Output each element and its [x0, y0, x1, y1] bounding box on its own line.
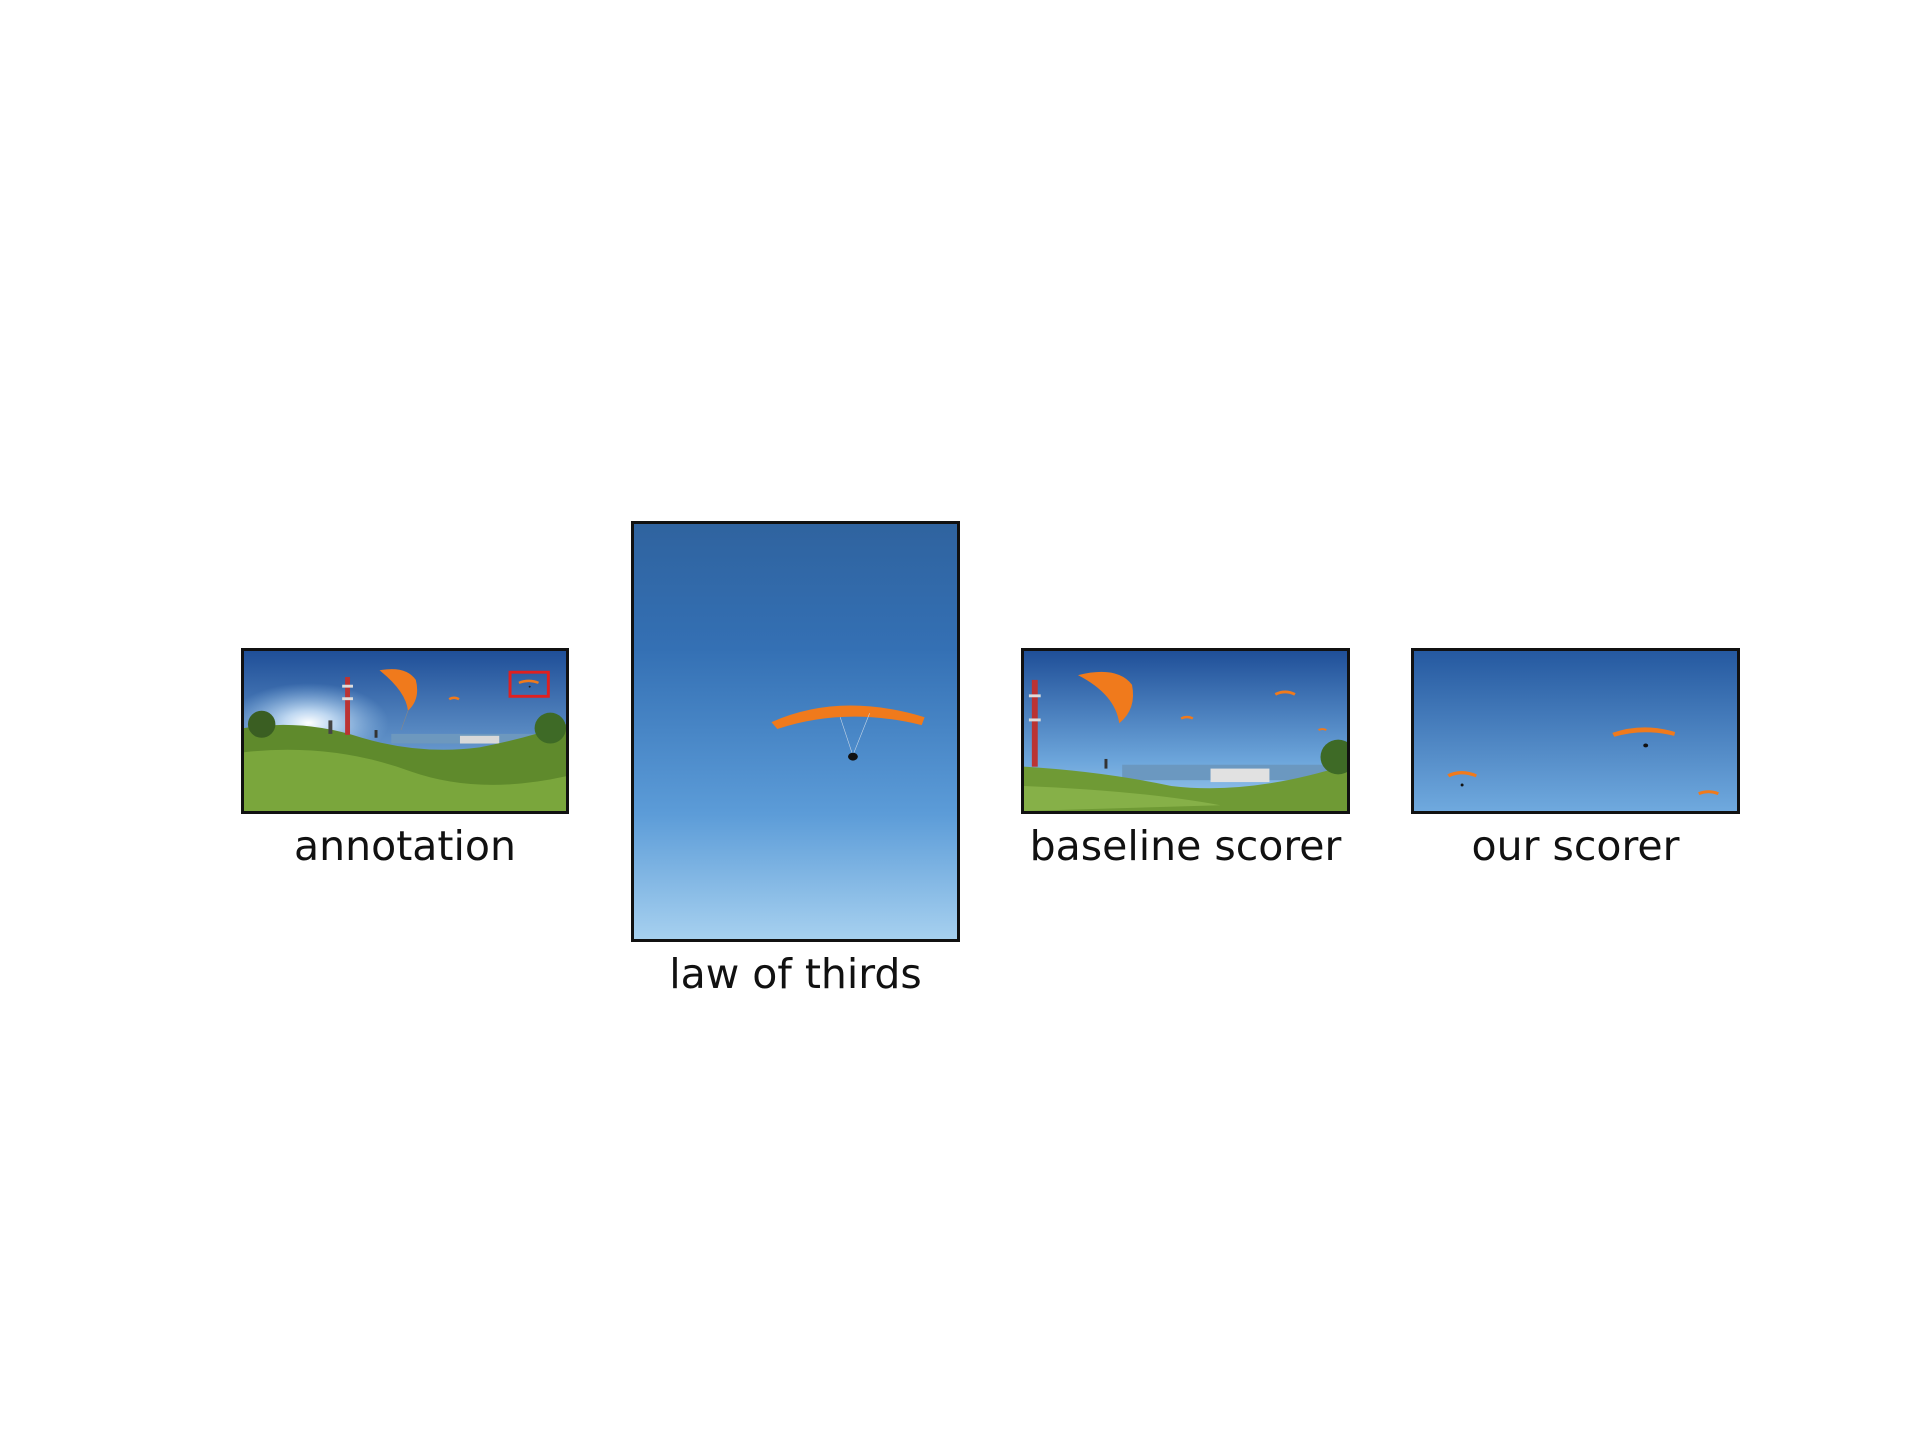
our-scorer-panel: [1411, 648, 1740, 814]
baseline-scorer-panel: [1021, 648, 1350, 814]
annotation-highlight-box: [508, 670, 550, 698]
law-of-thirds-image: [634, 524, 957, 939]
baseline-scorer-image: [1024, 651, 1347, 811]
annotation-panel: [241, 648, 569, 814]
panorama-image: [244, 651, 566, 811]
law-of-thirds-panel: [631, 521, 960, 942]
caption-our-scorer: our scorer: [1471, 822, 1680, 870]
caption-annotation: annotation: [294, 822, 516, 870]
paraglider-pilot: [848, 752, 858, 761]
caption-law-of-thirds: law of thirds: [669, 950, 922, 998]
our-scorer-image: [1414, 651, 1737, 811]
paraglider-canopy: [771, 705, 925, 730]
caption-baseline-scorer: baseline scorer: [1029, 822, 1342, 870]
